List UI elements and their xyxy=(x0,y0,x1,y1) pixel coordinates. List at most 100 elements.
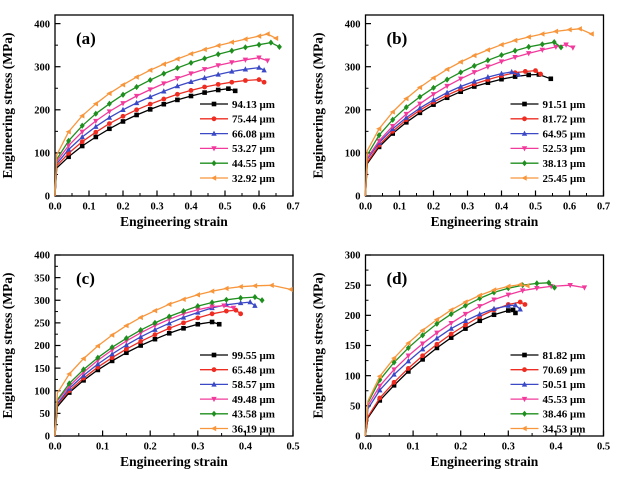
series-line xyxy=(364,301,526,437)
x-axis-label: Engineering strain xyxy=(120,214,228,229)
series-marker-diamond xyxy=(526,43,532,50)
series-marker-triangle-left xyxy=(566,26,572,33)
series-marker-square xyxy=(124,350,129,356)
series-marker-triangle-down xyxy=(448,320,454,327)
y-axis-label: Engineering stress (MPa) xyxy=(0,33,15,179)
series-marker-triangle-up xyxy=(405,358,412,364)
y-tick-label: 50 xyxy=(350,402,361,413)
series-marker-circle xyxy=(147,101,153,107)
series-marker-triangle-left xyxy=(80,355,86,362)
legend-item: 65.48 μm xyxy=(200,365,275,377)
series-marker-triangle-down xyxy=(430,92,437,98)
series-line xyxy=(54,57,268,197)
series-marker-diamond xyxy=(551,284,557,291)
series-marker-circle xyxy=(195,315,201,321)
series-line xyxy=(364,71,519,197)
series-marker-diamond xyxy=(215,51,221,58)
series-marker-triangle-left xyxy=(376,126,382,132)
legend-item: 99.55 μm xyxy=(200,350,275,362)
series-marker-circle xyxy=(391,379,397,385)
series-marker-triangle-left xyxy=(237,283,243,290)
series-marker-triangle-down xyxy=(137,330,144,336)
series-marker-triangle-up xyxy=(256,64,262,70)
legend-label: 36.19 μm xyxy=(232,423,275,435)
series-marker-triangle-up xyxy=(120,106,126,113)
x-tick-label: 0.4 xyxy=(549,442,563,453)
series-marker-triangle-left xyxy=(444,66,450,72)
series-marker-triangle-down xyxy=(458,76,464,82)
series-99.55-μm xyxy=(54,319,222,437)
legend-marker-square xyxy=(522,352,527,358)
series-marker-square xyxy=(188,93,194,99)
series-marker-triangle-left xyxy=(137,314,143,321)
x-tick-label: 0.3 xyxy=(502,442,515,453)
legend-label: 45.53 μm xyxy=(543,394,586,406)
series-marker-circle xyxy=(229,79,235,85)
series-81.72-μm xyxy=(364,68,543,197)
series-marker-square xyxy=(215,87,221,93)
series-marker-triangle-down xyxy=(195,307,201,313)
series-marker-triangle-down xyxy=(147,87,153,93)
series-marker-diamond xyxy=(134,83,140,91)
series-marker-triangle-down xyxy=(391,367,397,373)
x-tick-label: 0.5 xyxy=(286,442,299,453)
series-marker-circle xyxy=(66,150,71,156)
series-marker-triangle-left xyxy=(391,355,397,361)
series-marker-triangle-left xyxy=(273,35,279,41)
series-marker-diamond xyxy=(376,132,382,139)
legend-marker-diamond xyxy=(211,160,217,167)
series-52.53-μm xyxy=(364,42,576,197)
series-line xyxy=(364,304,521,437)
series-marker-triangle-left xyxy=(188,51,194,57)
series-marker-triangle-down xyxy=(264,58,271,64)
series-marker-triangle-up xyxy=(471,78,477,84)
series-marker-triangle-down xyxy=(570,45,576,51)
series-marker-triangle-left xyxy=(476,292,482,299)
series-marker-triangle-up xyxy=(261,67,267,73)
series-marker-circle xyxy=(517,299,523,305)
x-tick-label: 0.2 xyxy=(144,442,157,453)
y-tick-label: 0 xyxy=(45,432,50,443)
series-marker-triangle-down xyxy=(229,60,235,66)
legend-item: 38.46 μm xyxy=(510,409,585,421)
series-marker-square xyxy=(216,321,222,327)
series-marker-circle xyxy=(152,332,158,338)
legend-label: 44.55 μm xyxy=(232,158,275,170)
x-axis-label: Engineering strain xyxy=(120,454,228,469)
series-marker-circle xyxy=(181,320,186,326)
series-marker-triangle-up xyxy=(95,361,101,367)
legend-marker-triangle-down xyxy=(521,396,528,403)
series-marker-triangle-up xyxy=(65,146,72,152)
series-marker-triangle-left xyxy=(194,292,200,298)
series-65.48-μm xyxy=(54,307,244,437)
series-marker-square xyxy=(477,318,483,324)
series-marker-square xyxy=(463,326,468,331)
series-marker-diamond xyxy=(195,303,201,310)
legend-label: 58.57 μm xyxy=(232,379,275,391)
y-tick-label: 0 xyxy=(355,432,360,443)
series-marker-triangle-down xyxy=(65,143,72,149)
legend-marker-square xyxy=(522,101,527,107)
series-marker-triangle-down xyxy=(209,304,215,310)
series-marker-triangle-down xyxy=(242,57,249,63)
series-marker-diamond xyxy=(551,39,557,46)
series-marker-circle xyxy=(233,307,239,313)
series-marker-triangle-up xyxy=(485,74,491,80)
series-marker-diamond xyxy=(174,64,180,72)
series-marker-circle xyxy=(215,81,221,87)
series-marker-triangle-up xyxy=(444,89,450,95)
legend-item: 32.92 μm xyxy=(200,173,275,185)
series-marker-triangle-up xyxy=(434,335,440,341)
legend-item: 81.72 μm xyxy=(510,114,585,126)
series-marker-triangle-up xyxy=(462,317,469,323)
series-marker-square xyxy=(232,88,238,94)
series-45.53-μm xyxy=(364,282,588,437)
series-line xyxy=(54,309,241,437)
series-marker-diamond xyxy=(120,91,126,98)
legend-item: 64.95 μm xyxy=(510,128,585,140)
series-marker-triangle-up xyxy=(109,351,115,357)
x-tick-label: 0.2 xyxy=(454,442,467,453)
series-marker-circle xyxy=(533,68,538,73)
series-marker-triangle-down xyxy=(180,311,187,317)
series-64.95-μm xyxy=(364,68,522,197)
